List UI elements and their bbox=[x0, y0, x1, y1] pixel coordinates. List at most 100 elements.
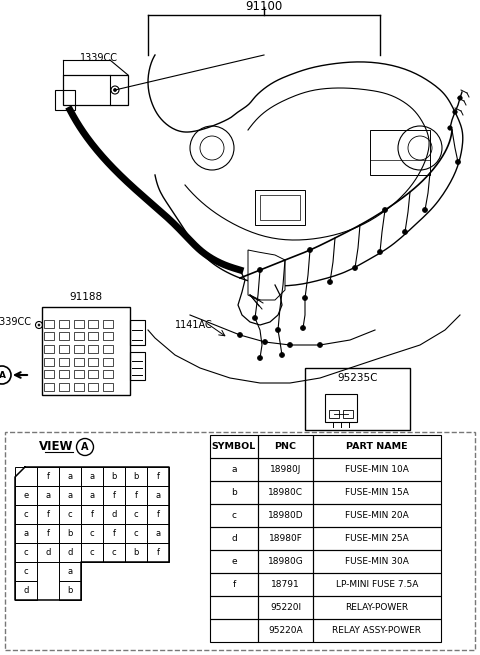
Text: b: b bbox=[111, 472, 117, 481]
Bar bbox=[210, 619, 258, 642]
Bar bbox=[37, 524, 59, 543]
Text: f: f bbox=[47, 529, 49, 538]
Text: f: f bbox=[232, 580, 236, 589]
Text: A: A bbox=[81, 442, 89, 452]
Circle shape bbox=[38, 324, 40, 326]
Text: d: d bbox=[24, 586, 29, 595]
Bar bbox=[258, 481, 313, 504]
Bar bbox=[147, 467, 169, 486]
Bar bbox=[210, 573, 258, 596]
Bar bbox=[258, 550, 313, 573]
Text: 1141AC: 1141AC bbox=[175, 320, 213, 330]
Bar bbox=[147, 486, 169, 505]
Text: 18980D: 18980D bbox=[268, 511, 303, 520]
Text: c: c bbox=[24, 548, 28, 557]
Circle shape bbox=[327, 280, 333, 284]
Text: b: b bbox=[133, 548, 139, 557]
Text: FUSE-MIN 15A: FUSE-MIN 15A bbox=[345, 488, 409, 497]
Bar bbox=[313, 596, 441, 619]
Text: PART NAME: PART NAME bbox=[346, 442, 408, 451]
Text: RELAY-POWER: RELAY-POWER bbox=[346, 603, 408, 612]
Circle shape bbox=[352, 265, 358, 271]
Text: 95220I: 95220I bbox=[270, 603, 301, 612]
Bar bbox=[130, 352, 145, 380]
Bar bbox=[210, 481, 258, 504]
Text: b: b bbox=[231, 488, 237, 497]
Text: a: a bbox=[67, 491, 72, 500]
Bar bbox=[37, 486, 59, 505]
Bar bbox=[210, 596, 258, 619]
Text: 18980J: 18980J bbox=[270, 465, 301, 474]
Text: a: a bbox=[89, 491, 95, 500]
Text: e: e bbox=[24, 491, 29, 500]
Bar bbox=[258, 596, 313, 619]
Bar bbox=[103, 524, 125, 543]
Bar bbox=[88, 383, 98, 391]
Text: 18980G: 18980G bbox=[268, 557, 303, 566]
Bar bbox=[147, 543, 169, 562]
Circle shape bbox=[238, 333, 242, 337]
Circle shape bbox=[113, 88, 117, 92]
Circle shape bbox=[257, 267, 263, 272]
Circle shape bbox=[276, 328, 280, 333]
Text: d: d bbox=[111, 510, 117, 519]
Bar bbox=[329, 410, 339, 418]
Bar bbox=[59, 358, 69, 365]
Text: 91188: 91188 bbox=[70, 292, 103, 302]
Bar bbox=[59, 320, 69, 328]
Text: FUSE-MIN 10A: FUSE-MIN 10A bbox=[345, 465, 409, 474]
Bar bbox=[258, 458, 313, 481]
Text: VIEW: VIEW bbox=[38, 441, 73, 453]
Text: a: a bbox=[67, 472, 72, 481]
Text: a: a bbox=[231, 465, 237, 474]
Circle shape bbox=[456, 160, 460, 164]
Bar bbox=[305, 368, 410, 430]
Bar bbox=[125, 467, 147, 486]
Bar bbox=[73, 345, 84, 353]
Bar bbox=[210, 504, 258, 527]
Bar bbox=[44, 345, 54, 353]
Bar bbox=[210, 550, 258, 573]
Circle shape bbox=[263, 339, 267, 345]
Text: LP-MINI FUSE 7.5A: LP-MINI FUSE 7.5A bbox=[336, 580, 418, 589]
Bar bbox=[81, 467, 103, 486]
Circle shape bbox=[422, 208, 428, 212]
Text: d: d bbox=[67, 548, 72, 557]
Bar bbox=[59, 505, 81, 524]
Circle shape bbox=[279, 352, 285, 358]
Bar bbox=[255, 190, 305, 225]
Bar bbox=[258, 573, 313, 596]
Bar bbox=[15, 505, 37, 524]
Bar bbox=[73, 358, 84, 365]
Bar bbox=[15, 524, 37, 543]
Bar bbox=[125, 486, 147, 505]
Text: c: c bbox=[90, 529, 94, 538]
Bar bbox=[210, 458, 258, 481]
Bar bbox=[88, 320, 98, 328]
Bar bbox=[55, 90, 75, 110]
Bar bbox=[103, 383, 113, 391]
Bar bbox=[313, 619, 441, 642]
Text: FUSE-MIN 20A: FUSE-MIN 20A bbox=[345, 511, 409, 520]
Bar bbox=[147, 505, 169, 524]
Text: a: a bbox=[46, 491, 50, 500]
Circle shape bbox=[453, 110, 457, 114]
Bar bbox=[325, 394, 357, 422]
Bar bbox=[44, 383, 54, 391]
Text: SYMBOL: SYMBOL bbox=[212, 442, 256, 451]
Bar bbox=[44, 333, 54, 341]
Bar bbox=[81, 524, 103, 543]
Circle shape bbox=[302, 295, 308, 301]
Text: f: f bbox=[47, 472, 49, 481]
Text: FUSE-MIN 25A: FUSE-MIN 25A bbox=[345, 534, 409, 543]
Circle shape bbox=[458, 96, 462, 100]
Text: FUSE-MIN 30A: FUSE-MIN 30A bbox=[345, 557, 409, 566]
Bar bbox=[15, 562, 37, 581]
Bar bbox=[103, 543, 125, 562]
Bar bbox=[81, 486, 103, 505]
Text: PNC: PNC bbox=[275, 442, 297, 451]
Text: 18791: 18791 bbox=[271, 580, 300, 589]
Circle shape bbox=[308, 248, 312, 252]
Text: c: c bbox=[112, 548, 116, 557]
Text: c: c bbox=[134, 510, 138, 519]
